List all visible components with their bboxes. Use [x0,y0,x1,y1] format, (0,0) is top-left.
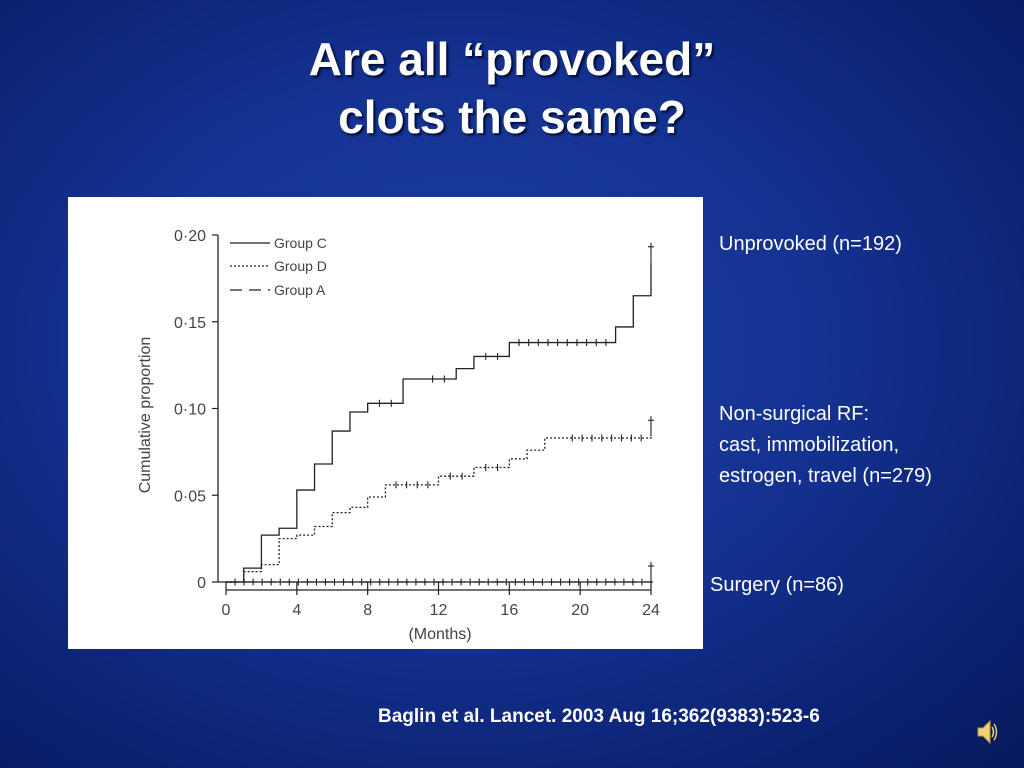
y-ticks: 0 0·05 0·10 0·15 0·20 [174,228,218,592]
x-tick-label: 12 [430,602,448,619]
legend-label-group-c: Group C [274,235,327,251]
y-tick-label: 0·05 [174,488,206,505]
chart-panel: Group C Group D Group A (Months) Cumulat… [68,197,703,649]
annotation-surgery-text: Surgery (n=86) [710,574,844,596]
annotation-nonsurgical-line-1: Non-surgical RF: [719,403,870,425]
annotation-surgery: Surgery (n=86) [710,570,844,601]
series-line-group-c [226,262,652,583]
x-tick-label: 0 [222,602,231,619]
cumulative-proportion-chart: Group C Group D Group A (Months) Cumulat… [137,228,660,643]
annotation-nonsurgical-line-2: cast, immobilization, [719,434,900,456]
annotation-nonsurgical-line-3: estrogen, travel (n=279) [719,465,932,487]
y-axis-label: Cumulative proportion [137,337,154,494]
legend-label-group-d: Group D [274,258,327,274]
series-layer [226,242,654,586]
slide-title: Are all “provoked” clots the same? [0,30,1024,146]
annotation-unprovoked: Unprovoked (n=192) [719,229,902,260]
title-line-1: Are all “provoked” [308,33,716,85]
y-tick-label: 0·20 [174,228,206,245]
y-tick-label: 0·15 [174,315,206,332]
speaker-icon[interactable] [976,718,998,746]
legend-label-group-a: Group A [274,282,326,298]
series-line-group-d [226,436,652,583]
x-tick-label: 8 [363,602,372,619]
x-tick-label: 4 [292,602,301,619]
title-line-2: clots the same? [338,91,686,143]
x-tick-label: 24 [642,602,660,619]
annotation-nonsurgical: Non-surgical RF: cast, immobilization, e… [719,399,932,492]
legend: Group C Group D Group A [230,235,327,298]
x-tick-label: 20 [571,602,589,619]
citation: Baglin et al. Lancet. 2003 Aug 16;362(93… [378,706,820,727]
x-tick-label: 16 [500,602,518,619]
annotation-unprovoked-text: Unprovoked (n=192) [719,233,902,255]
y-tick-label: 0 [197,575,206,592]
x-ticks: 0 4 8 12 16 20 24 [222,582,660,619]
y-tick-label: 0·10 [174,402,206,419]
x-axis-label: (Months) [408,626,471,643]
